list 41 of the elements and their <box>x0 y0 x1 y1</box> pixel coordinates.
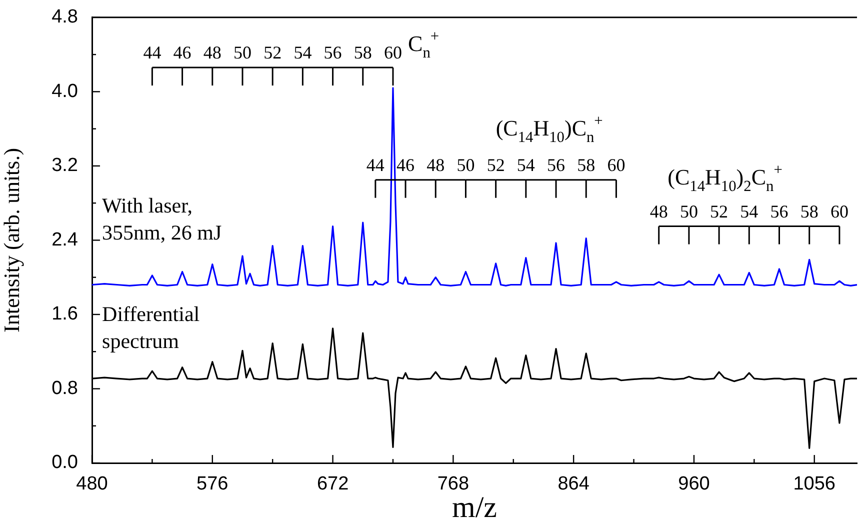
series-label: Differential spectrum <box>102 302 200 353</box>
x-tick-label: 960 <box>678 474 710 495</box>
annotation: 54 <box>294 42 312 63</box>
annotation: 50 <box>456 154 475 175</box>
x-tick-label: 480 <box>76 474 108 495</box>
annotation: 54 <box>740 201 758 222</box>
y-tick-label: 4.8 <box>52 6 78 28</box>
annotation: 44 <box>143 42 162 63</box>
y-tick-label: 1.6 <box>52 304 78 325</box>
series-label: With laser, 355nm, 26 mJ <box>102 193 222 244</box>
y-tick-label: 4.0 <box>52 80 78 102</box>
annotation: 52 <box>710 201 728 222</box>
annotation: 60 <box>384 42 402 63</box>
annotation: 60 <box>830 201 848 222</box>
annotation: 52 <box>264 42 282 63</box>
annotation: 58 <box>800 201 818 222</box>
annotation: 56 <box>770 201 788 222</box>
y-tick-label: 2.4 <box>52 229 78 250</box>
annotation: 58 <box>577 154 596 175</box>
x-tick-label: 1056 <box>793 474 836 495</box>
x-tick-label: 864 <box>558 474 590 495</box>
annotation: 48 <box>650 201 668 222</box>
annotation: 44 <box>366 154 384 175</box>
annotation: 50 <box>233 42 252 63</box>
y-tick-label: 0.8 <box>52 378 78 399</box>
annotation: 46 <box>396 154 415 175</box>
annotation: 54 <box>516 154 535 175</box>
x-tick-label: 576 <box>196 474 228 495</box>
annotation: 48 <box>203 42 222 63</box>
annotation: 56 <box>324 42 342 63</box>
y-tick-label: 0.0 <box>52 452 78 474</box>
annotation: 60 <box>607 154 626 175</box>
annotation: 56 <box>547 154 566 175</box>
y-axis-title: Intensity (arb. units.) <box>0 148 24 332</box>
annotation: 58 <box>354 42 372 63</box>
annotation: 50 <box>680 201 698 222</box>
x-tick-label: 672 <box>316 474 349 495</box>
annotation: 48 <box>426 154 445 175</box>
y-tick-label: 3.2 <box>52 155 78 176</box>
annotation: 46 <box>173 42 192 63</box>
annotation: 52 <box>486 154 505 175</box>
